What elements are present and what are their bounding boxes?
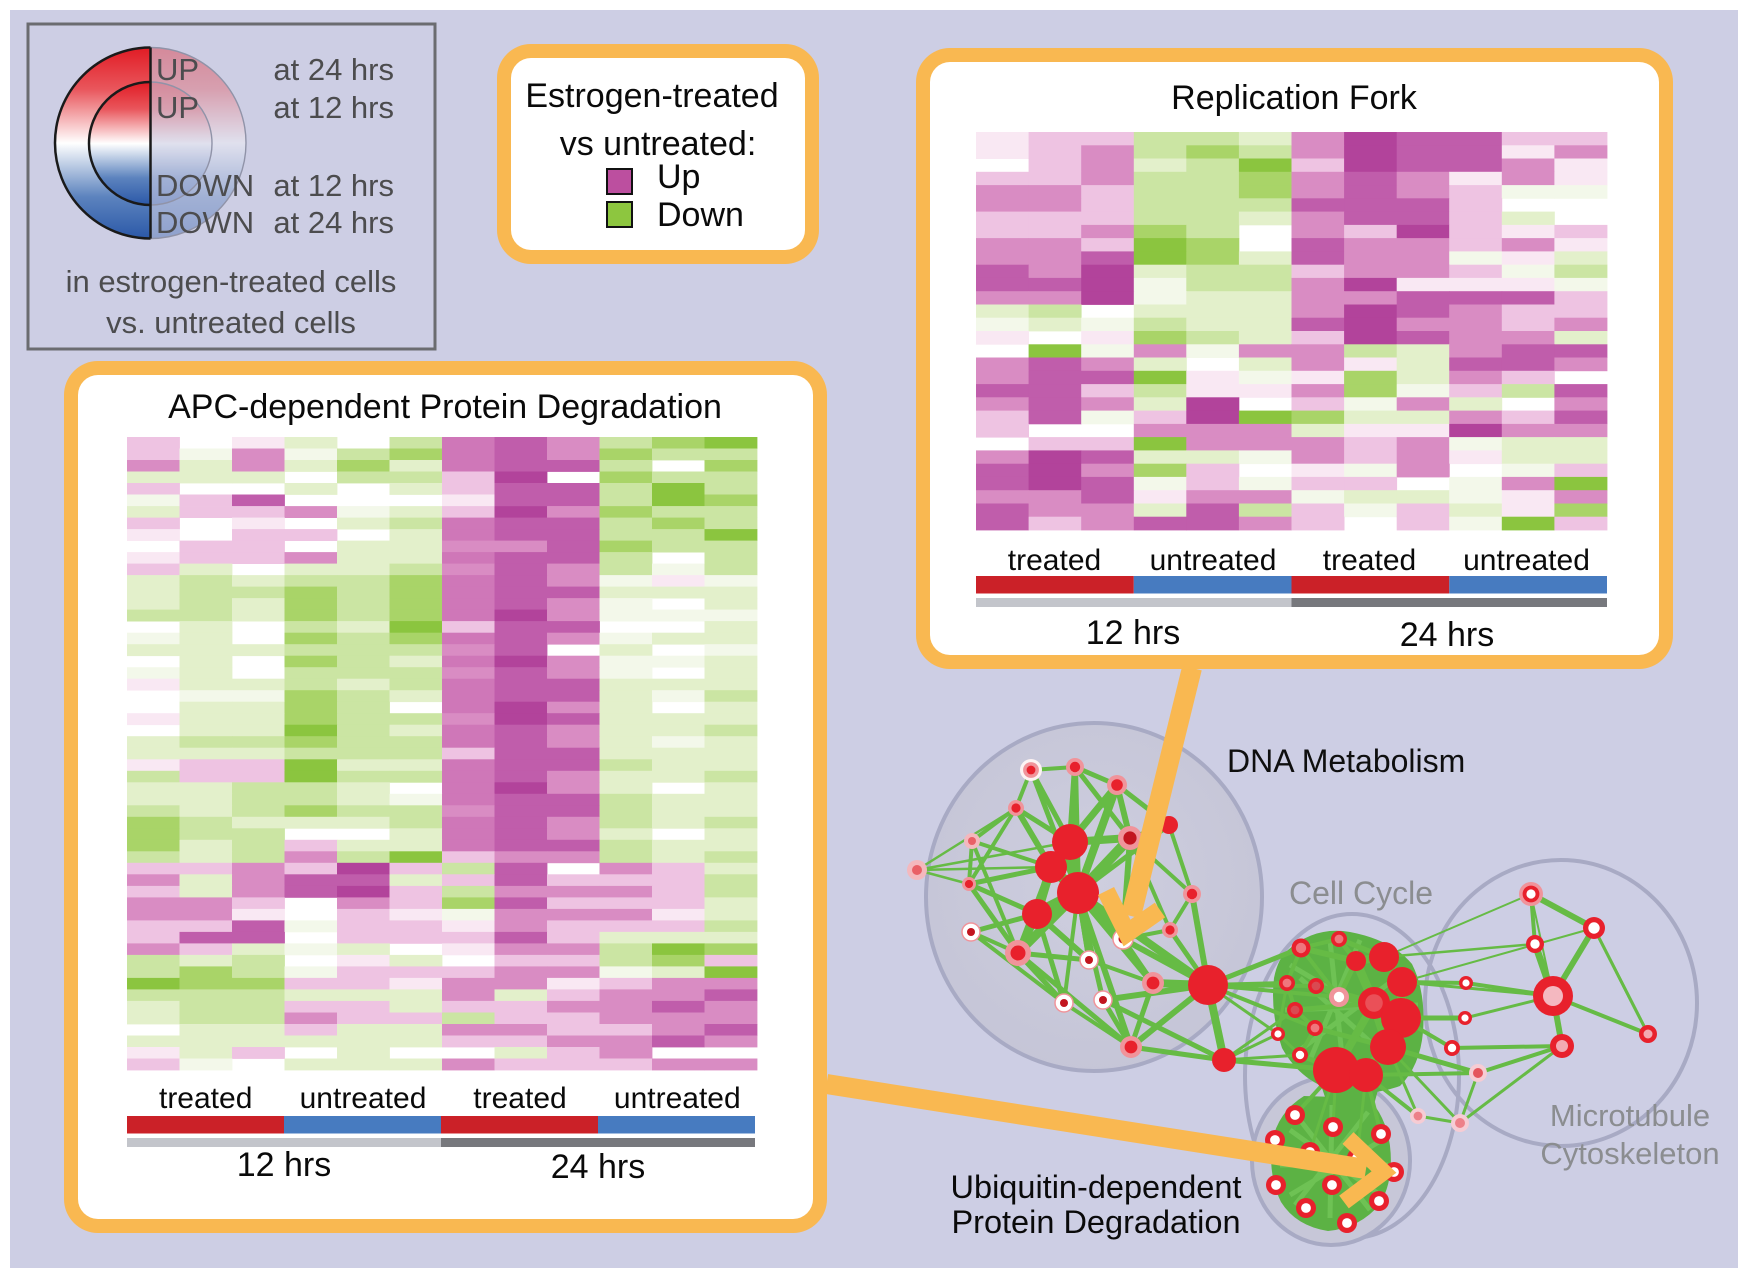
svg-text:12 hrs: 12 hrs <box>1086 614 1181 652</box>
svg-text:Cell Cycle: Cell Cycle <box>1289 875 1433 911</box>
svg-text:vs. untreated cells: vs. untreated cells <box>106 305 356 340</box>
svg-text:UP: UP <box>156 52 199 87</box>
svg-text:treated: treated <box>1323 544 1416 577</box>
svg-text:24 hrs: 24 hrs <box>1400 616 1495 654</box>
svg-text:Microtubule: Microtubule <box>1550 1098 1710 1133</box>
svg-text:24 hrs: 24 hrs <box>551 1148 646 1186</box>
svg-text:untreated: untreated <box>1463 544 1590 577</box>
svg-text:Up: Up <box>657 158 700 196</box>
svg-text:APC-dependent Protein Degradat: APC-dependent Protein Degradation <box>168 388 722 426</box>
svg-text:treated: treated <box>473 1082 566 1115</box>
svg-text:at 12 hrs: at 12 hrs <box>273 90 394 125</box>
svg-text:at 24 hrs: at 24 hrs <box>273 205 394 240</box>
svg-text:DOWN: DOWN <box>156 168 254 203</box>
svg-text:Down: Down <box>657 196 744 234</box>
svg-text:at 12 hrs: at 12 hrs <box>273 168 394 203</box>
svg-text:Protein Degradation: Protein Degradation <box>951 1204 1240 1240</box>
svg-text:treated: treated <box>1008 544 1101 577</box>
svg-text:DNA Metabolism: DNA Metabolism <box>1227 743 1465 779</box>
svg-text:untreated: untreated <box>300 1082 427 1115</box>
svg-text:treated: treated <box>159 1082 252 1115</box>
svg-text:Ubiquitin-dependent: Ubiquitin-dependent <box>951 1169 1242 1205</box>
svg-text:at 24 hrs: at 24 hrs <box>273 52 394 87</box>
svg-text:Estrogen-treated: Estrogen-treated <box>525 77 778 115</box>
svg-text:untreated: untreated <box>614 1082 741 1115</box>
svg-text:12 hrs: 12 hrs <box>237 1146 332 1184</box>
svg-text:UP: UP <box>156 90 199 125</box>
svg-text:untreated: untreated <box>1150 544 1277 577</box>
svg-text:in estrogen-treated cells: in estrogen-treated cells <box>66 264 397 299</box>
svg-text:Cytoskeleton: Cytoskeleton <box>1540 1136 1719 1171</box>
svg-text:DOWN: DOWN <box>156 205 254 240</box>
svg-text:vs untreated:: vs untreated: <box>560 125 757 163</box>
svg-text:Replication Fork: Replication Fork <box>1171 79 1418 117</box>
